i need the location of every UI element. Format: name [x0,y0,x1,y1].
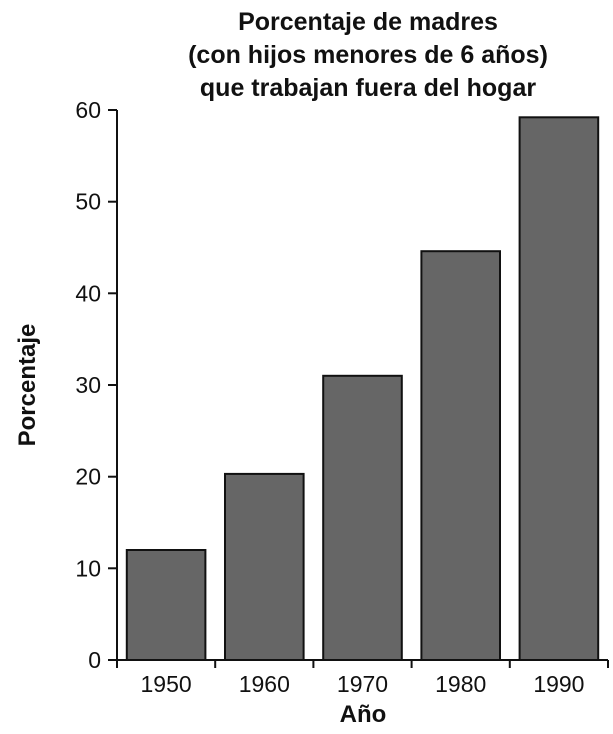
x-axis-label: Año [340,701,387,728]
chart-title: Porcentaje de madres (con hijos menores … [188,8,548,102]
y-tick-label-40: 40 [75,280,101,306]
bar-1970 [322,374,403,661]
x-tick-label-1980: 1980 [435,671,486,697]
bar-1990 [518,116,600,662]
y-axis-label: Porcentaje [14,324,41,447]
x-tick-label-1950: 1950 [141,671,192,697]
x-tick-label-1990: 1990 [533,671,584,697]
y-tick-label-30: 30 [75,372,101,398]
chart-title-line-2: (con hijos menores de 6 años) [188,41,548,69]
chart-title-line-1: Porcentaje de madres [238,8,498,36]
bar-1950 [125,549,207,661]
chart-title-line-3: que trabajan fuera del hogar [200,74,536,102]
y-tick-label-50: 50 [75,189,101,215]
y-tick-label-20: 20 [75,464,101,490]
bar-1980 [420,250,501,661]
x-axis-ticks: 1950 1960 1970 1980 1990 [116,660,609,697]
y-tick-label-60: 60 [75,97,101,123]
y-tick-label-0: 0 [88,647,101,673]
x-tick-label-1960: 1960 [239,671,290,697]
y-tick-label-10: 10 [75,555,101,581]
bars [125,116,600,662]
x-tick-label-1970: 1970 [337,671,388,697]
y-axis-ticks: 0 10 20 30 40 50 60 [75,97,117,673]
bar-1960 [224,472,305,661]
